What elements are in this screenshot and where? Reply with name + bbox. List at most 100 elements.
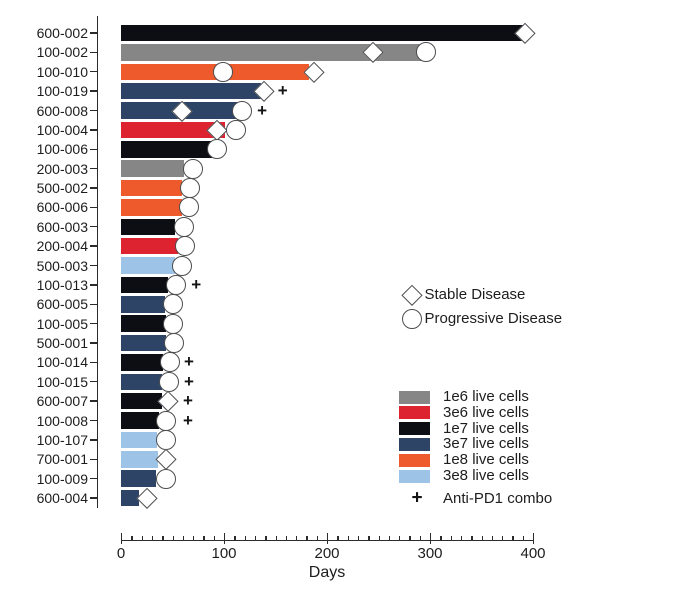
- progressive-disease-circle-marker: [183, 158, 204, 179]
- progressive-disease-circle-marker: [180, 178, 200, 198]
- x-axis-minor-tick: [244, 535, 246, 540]
- x-axis-major-tick: [430, 532, 432, 544]
- legend-dose-swatch: [399, 390, 430, 404]
- legend-dose-swatch: [399, 422, 430, 436]
- swimmer-bar: [121, 276, 169, 294]
- y-axis-tick: [89, 458, 97, 460]
- y-axis-line: [96, 16, 98, 508]
- x-axis-tick-label: 200: [314, 545, 340, 562]
- swimmer-bar: [121, 179, 182, 197]
- stable-disease-diamond-marker: [136, 487, 158, 509]
- x-axis-minor-tick: [419, 535, 422, 540]
- y-axis-label: 100-014: [36, 354, 88, 371]
- x-axis-minor-tick: [388, 535, 391, 540]
- x-axis-minor-tick: [193, 535, 195, 540]
- x-axis-minor-tick: [512, 535, 514, 540]
- progressive-disease-circle-marker: [160, 352, 181, 373]
- legend-stable-disease-diamond-icon: [401, 284, 422, 306]
- x-axis-minor-tick: [203, 535, 205, 540]
- legend-dose-swatch: [399, 406, 430, 420]
- anti-pd1-plus-marker: +: [184, 371, 194, 391]
- x-axis-minor-tick: [440, 535, 442, 540]
- x-axis-minor-tick: [481, 535, 483, 540]
- legend-dose-label: 3e8 live cells: [443, 467, 529, 484]
- y-axis-label: 600-002: [36, 25, 88, 41]
- y-axis-label: 200-003: [36, 160, 88, 177]
- y-axis-tick: [89, 167, 97, 170]
- anti-pd1-plus-marker: +: [191, 274, 202, 294]
- anti-pd1-plus-marker: +: [277, 80, 288, 100]
- anti-pd1-plus-marker: +: [182, 390, 193, 410]
- y-axis-label: 100-008: [36, 412, 88, 429]
- x-axis-major-tick: [224, 532, 226, 544]
- swimmer-bar: [121, 199, 182, 216]
- stable-disease-diamond-marker: [156, 448, 177, 470]
- swimmer-bar: [121, 451, 159, 468]
- x-axis-minor-tick: [296, 535, 298, 540]
- y-axis-label: 100-002: [36, 44, 88, 61]
- progressive-disease-circle-marker: [226, 119, 247, 140]
- swimmer-bar: [121, 218, 175, 235]
- legend-dose-label: 3e6 live cells: [443, 403, 529, 421]
- y-axis-label: 600-003: [36, 218, 88, 235]
- x-axis-minor-tick: [213, 535, 216, 540]
- legend-dose-swatch: [399, 469, 430, 483]
- legend-dose-swatch: [399, 453, 430, 467]
- progressive-disease-circle-marker: [174, 236, 195, 257]
- x-axis-minor-tick: [368, 535, 370, 540]
- x-axis-minor-tick: [141, 535, 143, 540]
- swimmer-bar: [121, 296, 166, 313]
- swimmer-bar: [121, 141, 212, 158]
- y-axis-tick: [89, 51, 97, 54]
- y-axis-tick: [89, 90, 97, 92]
- y-axis-tick: [89, 419, 97, 422]
- legend-dose-swatch: [399, 437, 430, 451]
- x-axis-minor-tick: [131, 535, 133, 540]
- progressive-disease-circle-marker: [165, 274, 186, 295]
- swimmer-bar: [121, 237, 178, 255]
- y-axis-label: 700-001: [36, 451, 88, 468]
- swimmer-bar: [121, 354, 164, 371]
- legend-dose-label: 1e8 live cells: [443, 451, 529, 469]
- progressive-disease-circle-marker: [162, 294, 183, 315]
- progressive-disease-circle-marker: [173, 216, 194, 237]
- y-axis-tick: [89, 71, 97, 73]
- y-axis-tick: [89, 361, 97, 364]
- x-axis-minor-tick: [151, 535, 154, 540]
- swimmer-bar: [121, 257, 175, 274]
- y-axis-tick: [89, 129, 97, 131]
- swimmer-bar: [121, 470, 157, 487]
- y-axis-tick: [89, 148, 97, 150]
- progressive-disease-circle-marker: [162, 313, 183, 334]
- x-axis-minor-tick: [378, 535, 380, 540]
- swimmer-bar: [121, 431, 158, 449]
- swimmer-bar: [121, 412, 160, 429]
- x-axis-minor-tick: [399, 535, 401, 540]
- x-axis-minor-tick: [450, 535, 452, 540]
- y-axis-label: 600-004: [36, 490, 88, 506]
- swimmer-bar: [121, 334, 167, 352]
- y-axis-tick: [89, 109, 97, 112]
- y-axis-tick: [89, 342, 97, 344]
- x-axis-minor-tick: [275, 535, 277, 540]
- y-axis-label: 100-009: [36, 470, 88, 487]
- x-axis-minor-tick: [337, 535, 339, 540]
- x-axis-minor-tick: [460, 535, 463, 540]
- y-axis-label: 600-006: [36, 199, 88, 216]
- progressive-disease-circle-marker: [178, 197, 199, 218]
- y-axis-label: 200-004: [36, 238, 88, 255]
- x-axis-minor-tick: [471, 535, 473, 540]
- anti-pd1-plus-marker: +: [182, 410, 193, 430]
- x-axis-minor-tick: [172, 535, 174, 540]
- x-axis-minor-tick: [162, 535, 164, 540]
- swimmer-bar: [121, 160, 184, 177]
- legend-anti-pd1-plus-icon: +: [411, 487, 423, 509]
- swimmer-bar: [121, 373, 163, 390]
- x-axis-minor-tick: [522, 535, 525, 540]
- y-axis-label: 100-005: [36, 315, 88, 332]
- x-axis-major-tick: [327, 532, 329, 544]
- x-axis-minor-tick: [502, 535, 504, 540]
- y-axis-label: 100-010: [36, 63, 88, 80]
- y-axis-label: 600-008: [36, 102, 88, 119]
